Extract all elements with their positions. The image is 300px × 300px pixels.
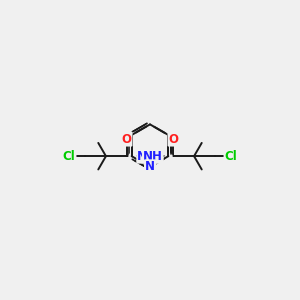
Text: Cl: Cl [63,150,76,163]
Text: N: N [145,160,155,173]
Text: Cl: Cl [224,150,237,163]
Text: NH: NH [143,150,163,163]
Text: O: O [122,133,131,146]
Text: NH: NH [137,150,157,163]
Text: O: O [169,133,178,146]
Text: N: N [145,160,155,173]
